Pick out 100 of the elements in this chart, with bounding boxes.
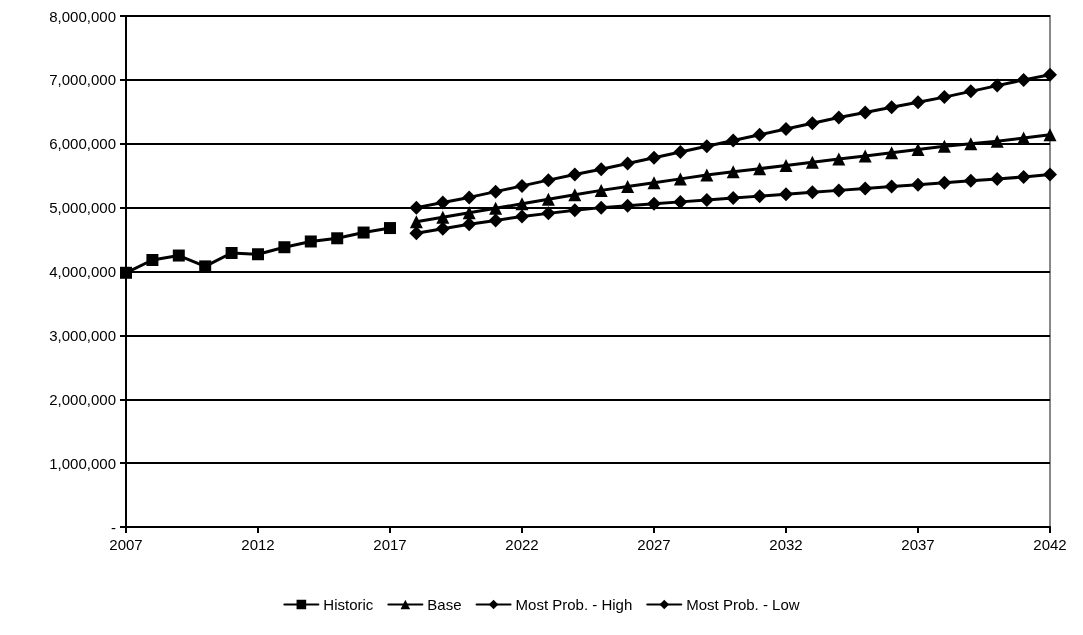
point <box>911 143 925 156</box>
point <box>673 145 688 160</box>
point <box>620 156 635 171</box>
x-tick-label: 2017 <box>373 536 407 553</box>
point <box>673 194 688 209</box>
point <box>225 246 238 259</box>
point <box>252 248 264 261</box>
point <box>384 222 396 235</box>
point <box>304 235 317 248</box>
point <box>858 181 873 196</box>
point <box>885 146 899 160</box>
point <box>568 188 582 202</box>
y-tick-label: 8,000,000 <box>49 7 116 25</box>
y-tick-label: 6,000,000 <box>49 135 116 153</box>
x-tick-label: 2037 <box>901 536 935 553</box>
point <box>752 127 767 142</box>
point <box>964 137 978 151</box>
point <box>120 266 132 279</box>
point <box>594 162 609 177</box>
point <box>462 217 477 232</box>
point <box>963 84 978 99</box>
point <box>831 110 846 125</box>
point <box>884 100 899 115</box>
point <box>435 221 450 236</box>
point <box>937 139 951 153</box>
point <box>726 165 740 179</box>
x-tick-label: 2012 <box>241 536 275 553</box>
point <box>752 189 767 204</box>
point <box>990 134 1004 148</box>
point <box>462 190 477 205</box>
point <box>541 192 555 206</box>
point <box>409 200 424 215</box>
point <box>1016 169 1031 184</box>
point <box>753 162 767 176</box>
point <box>515 209 529 224</box>
point <box>699 139 714 154</box>
point <box>146 254 159 266</box>
point <box>621 180 635 194</box>
point <box>990 78 1005 93</box>
point <box>278 241 291 254</box>
point <box>172 249 185 262</box>
point <box>990 171 1005 186</box>
point <box>726 133 741 148</box>
point <box>831 183 846 198</box>
y-tick-label: 4,000,000 <box>49 263 116 280</box>
point <box>488 184 503 199</box>
legend-label: Most Prob. - High <box>515 596 633 613</box>
point <box>726 191 741 206</box>
x-tick-label: 2042 <box>1033 536 1067 553</box>
y-tick-label: 5,000,000 <box>49 199 116 217</box>
point <box>673 172 687 186</box>
x-tick-label: 2027 <box>637 536 671 553</box>
point <box>331 232 344 245</box>
point <box>409 215 423 229</box>
point <box>779 158 793 172</box>
legend-label: Historic <box>323 596 374 613</box>
point <box>1016 72 1031 87</box>
point <box>647 150 661 165</box>
point <box>594 200 609 215</box>
legend-label: Most Prob. - Low <box>686 596 800 613</box>
point <box>567 167 582 182</box>
point <box>779 122 793 137</box>
point <box>541 206 556 221</box>
point <box>805 155 819 169</box>
point <box>937 175 952 190</box>
point <box>515 178 529 193</box>
point <box>435 195 450 210</box>
point <box>1043 128 1057 142</box>
point <box>647 176 661 190</box>
point <box>1017 131 1031 145</box>
y-tick-label: 3,000,000 <box>49 326 116 344</box>
point <box>858 105 873 120</box>
point <box>409 226 424 241</box>
point <box>858 149 872 163</box>
y-tick-label: 7,000,000 <box>49 71 116 89</box>
point <box>963 173 978 188</box>
x-tick-label: 2007 <box>109 536 143 553</box>
x-tick-label: 2022 <box>505 536 539 553</box>
point <box>805 185 820 200</box>
point <box>647 196 661 211</box>
point <box>357 226 370 239</box>
point <box>436 210 450 224</box>
point <box>832 152 846 166</box>
point <box>489 201 503 215</box>
point <box>567 203 582 218</box>
point <box>620 198 635 213</box>
point <box>594 183 608 197</box>
point <box>884 179 899 194</box>
y-tick-label: 1,000,000 <box>49 454 116 472</box>
point <box>488 213 503 228</box>
point <box>515 197 529 211</box>
point <box>1043 67 1057 82</box>
point <box>805 116 820 131</box>
x-tick-label: 2032 <box>769 536 803 553</box>
point <box>911 177 925 192</box>
legend-label: Base <box>427 596 462 613</box>
point <box>1043 167 1057 182</box>
y-tick-label: - <box>111 518 116 536</box>
point <box>541 173 556 188</box>
point <box>700 168 714 182</box>
